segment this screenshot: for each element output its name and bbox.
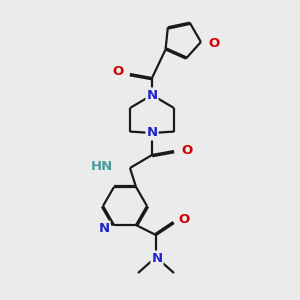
Text: N: N <box>98 222 110 235</box>
Text: N: N <box>152 252 163 265</box>
Text: N: N <box>146 127 158 140</box>
Text: O: O <box>182 143 193 157</box>
Text: O: O <box>112 65 124 79</box>
Text: HN: HN <box>91 160 113 172</box>
Text: O: O <box>178 213 190 226</box>
Text: N: N <box>146 88 158 101</box>
Text: O: O <box>208 38 220 50</box>
